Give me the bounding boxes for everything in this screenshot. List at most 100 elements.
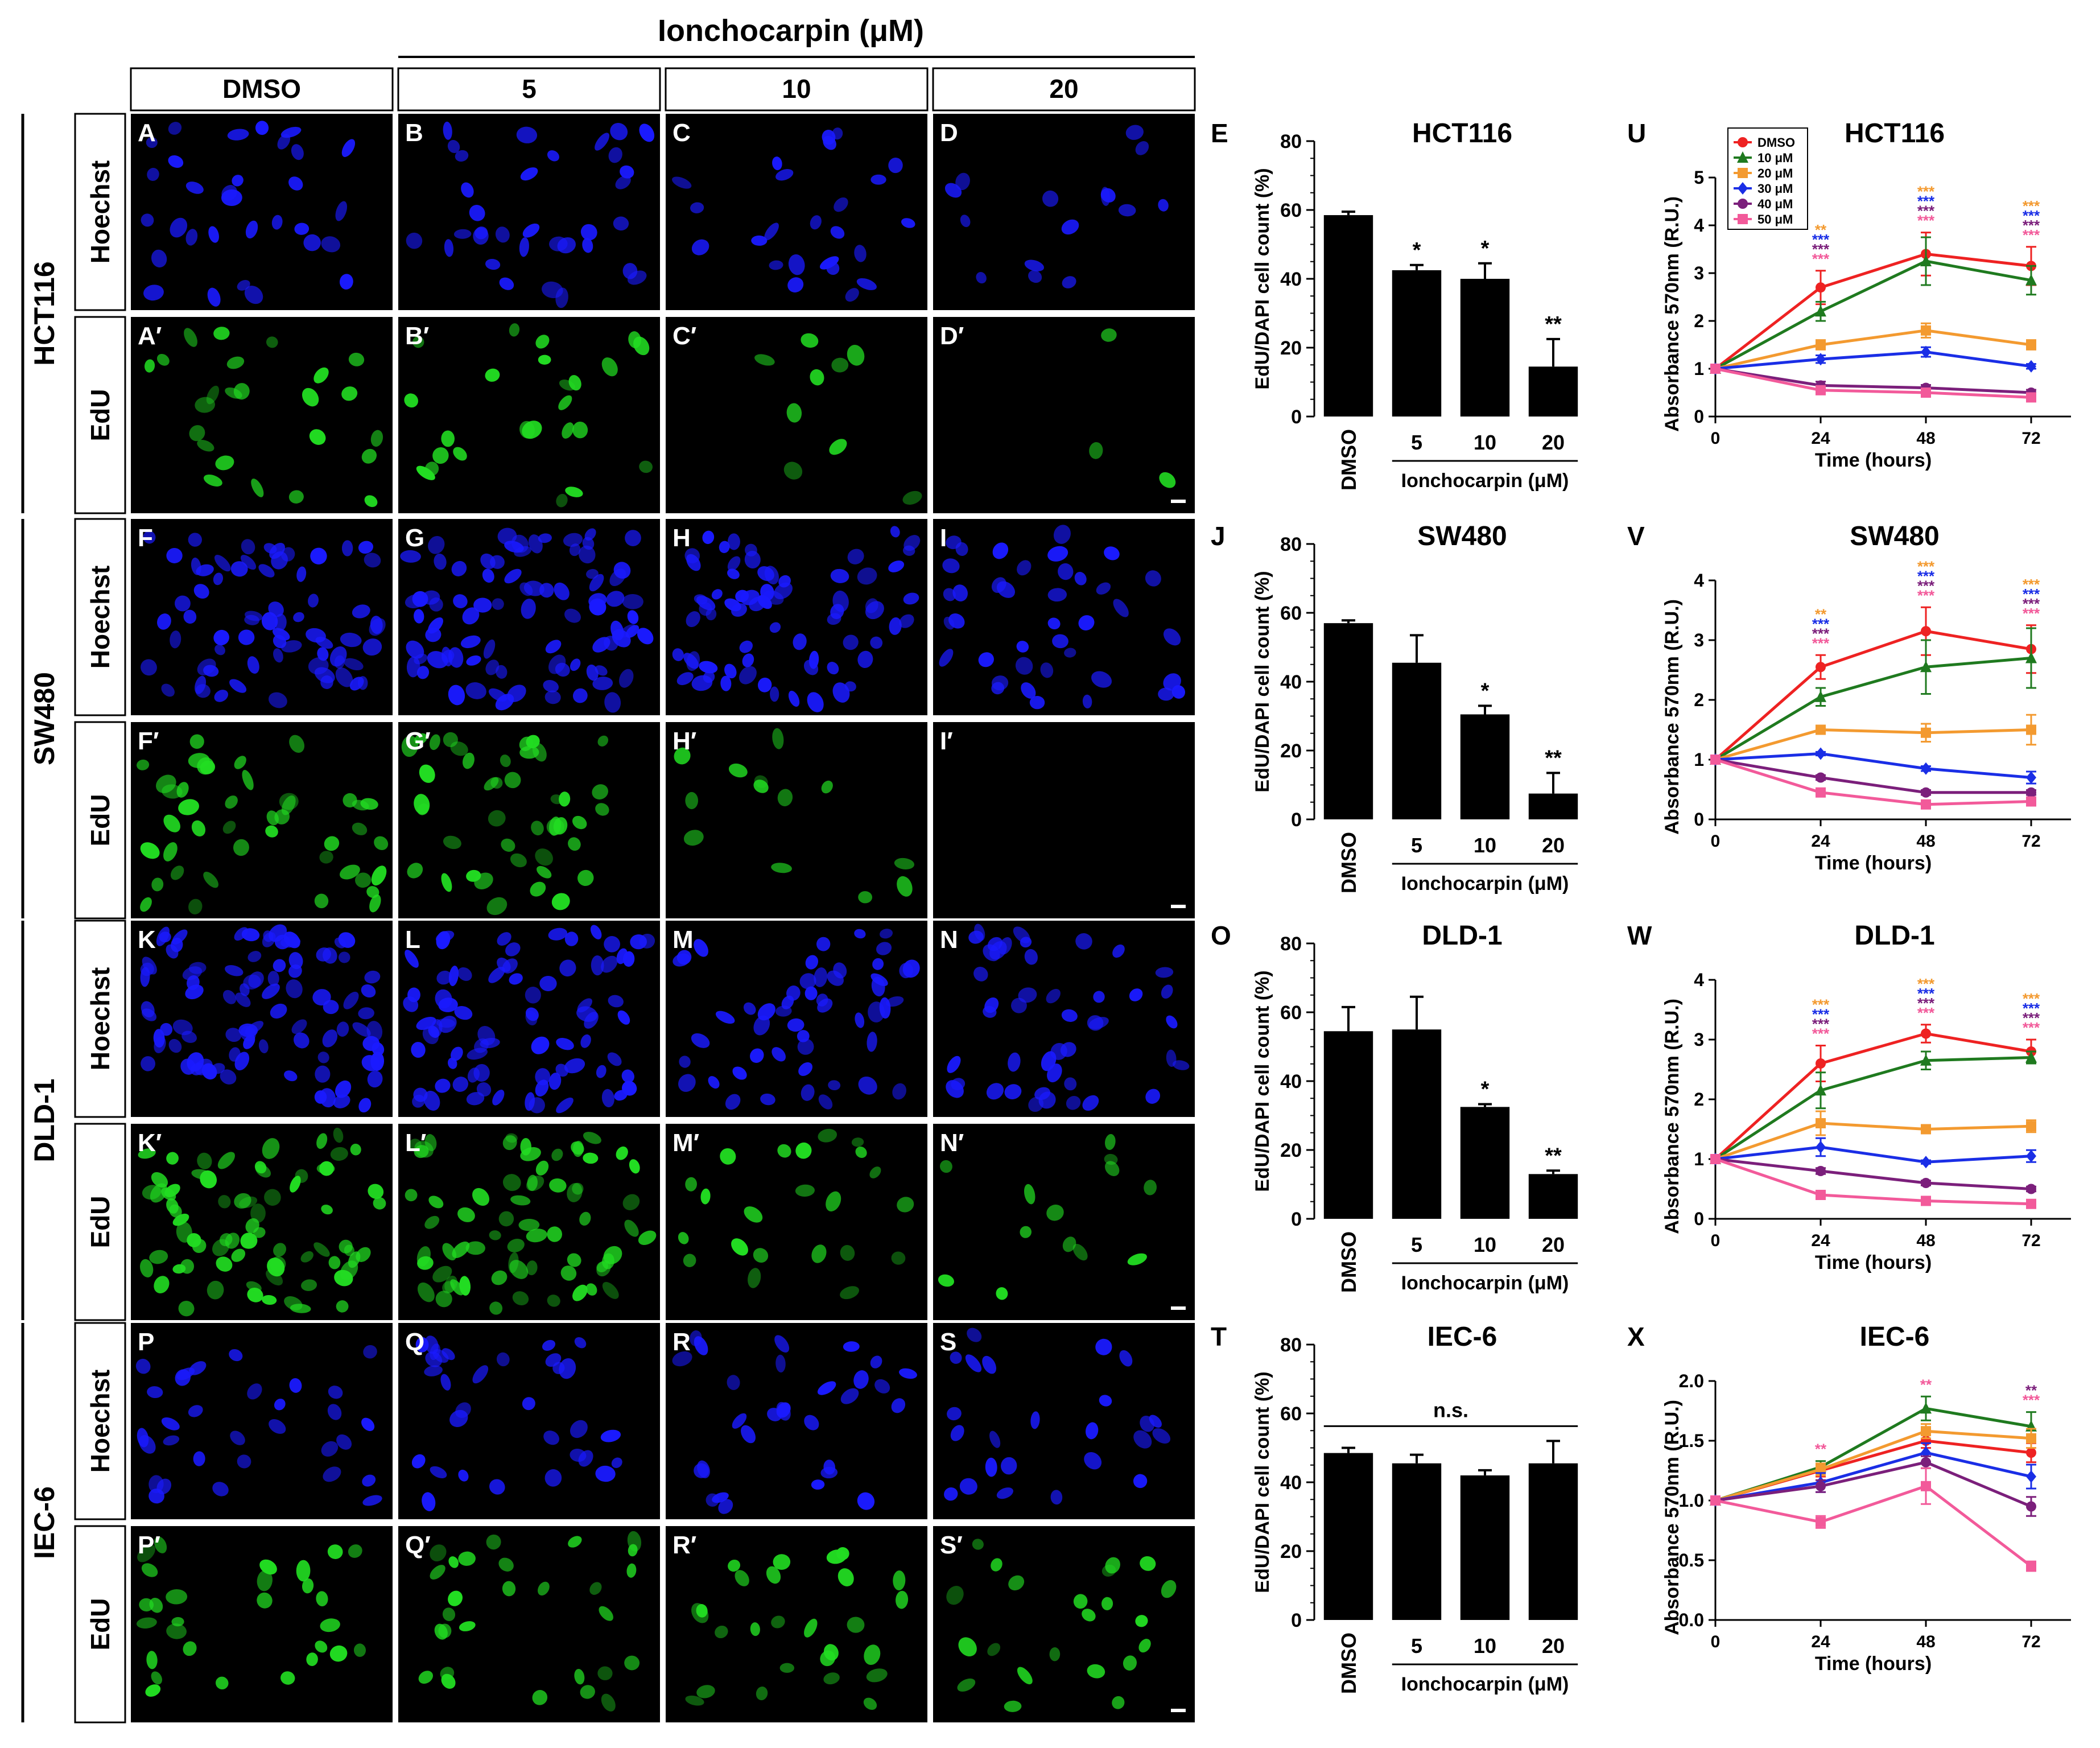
nucleus <box>239 1196 258 1209</box>
nucleus <box>856 278 877 290</box>
nucleus <box>1082 1095 1099 1111</box>
series-line <box>1715 1145 2032 1164</box>
significance-mark: *** <box>2023 1019 2040 1036</box>
nucleus <box>535 1079 549 1097</box>
nucleus <box>827 662 839 675</box>
nucleus <box>450 1279 464 1296</box>
panel-letter: X <box>1627 1322 1645 1351</box>
nucleus <box>523 580 544 596</box>
nucleus <box>556 1037 574 1050</box>
nucleus <box>676 950 692 965</box>
nucleus <box>293 612 304 622</box>
nucleus <box>498 1557 514 1572</box>
nucleus <box>1072 1244 1088 1261</box>
panel-letter: A <box>138 119 156 147</box>
nucleus <box>589 574 604 592</box>
nucleus <box>858 891 873 904</box>
y-tick-label: 2 <box>1694 690 1704 710</box>
nucleus <box>601 357 618 377</box>
nucleus <box>405 594 425 609</box>
y-tick-label: 0 <box>1694 809 1704 830</box>
nucleus <box>483 639 496 659</box>
nucleus <box>766 1566 781 1584</box>
nucleus <box>837 1568 854 1586</box>
micrograph-panel: G′ <box>398 722 660 918</box>
x-category-label: DMSO <box>1337 1231 1360 1293</box>
nucleus <box>840 1286 859 1300</box>
nucleus <box>1042 190 1059 207</box>
scale-bar <box>1171 905 1186 908</box>
significance-mark: ** <box>1545 1144 1562 1168</box>
data-point <box>1710 755 1721 765</box>
micrograph-background <box>398 114 660 310</box>
nucleus <box>448 1057 457 1069</box>
nucleus <box>1133 1474 1148 1489</box>
nucleus <box>832 682 850 703</box>
nucleus <box>1113 599 1129 617</box>
nucleus <box>572 688 588 703</box>
x-tick-label: 0 <box>1711 429 1721 448</box>
nucleus <box>840 1245 855 1261</box>
nucleus <box>627 610 639 624</box>
nucleus <box>434 1623 448 1640</box>
nucleus <box>684 548 700 563</box>
nucleus <box>571 1141 584 1155</box>
nucleus <box>340 1260 358 1280</box>
x-axis-label: Ionchocarpin (μM) <box>1401 1272 1569 1294</box>
cell-line-label: DLD-1 <box>28 1078 60 1162</box>
data-point <box>1737 151 1748 163</box>
nucleus <box>141 213 154 227</box>
nucleus <box>757 595 772 609</box>
nucleus <box>583 1132 601 1144</box>
nucleus <box>691 1033 710 1048</box>
nucleus <box>229 1349 243 1362</box>
nucleus <box>168 122 182 135</box>
nucleus <box>195 397 216 413</box>
y-tick-label: 2 <box>1694 1089 1704 1110</box>
nucleus <box>233 839 249 856</box>
nuclei-layer <box>136 1536 366 1697</box>
nucleus <box>1140 1556 1156 1571</box>
nucleus <box>138 1148 156 1159</box>
nucleus <box>586 568 599 579</box>
nucleus <box>568 837 581 851</box>
nucleus <box>843 1341 860 1352</box>
nucleus <box>896 1590 909 1609</box>
nucleus <box>532 743 547 762</box>
micrograph-panel: B <box>398 114 660 310</box>
nucleus <box>335 1080 352 1098</box>
nucleus <box>189 1361 207 1375</box>
nucleus <box>225 795 238 809</box>
nucleus <box>222 990 237 1004</box>
nucleus <box>294 222 310 235</box>
data-point <box>1920 1402 1932 1414</box>
nucleus <box>996 1487 1013 1499</box>
nucleus <box>777 789 793 806</box>
nucleus <box>187 1233 201 1247</box>
y-axis-label: EdU/DAPI cell count (%) <box>1252 168 1273 389</box>
nucleus <box>352 822 368 835</box>
nucleus <box>798 1062 813 1076</box>
nucleus <box>992 542 1009 559</box>
nucleus <box>855 1146 867 1159</box>
nucleus <box>547 1294 560 1307</box>
data-point <box>1921 1195 1931 1206</box>
nucleus <box>302 1578 314 1594</box>
nucleus <box>872 958 884 970</box>
significance-mark: *** <box>1917 212 1935 229</box>
x-axis-label: Time (hours) <box>1815 852 1932 874</box>
nucleus <box>1062 276 1076 288</box>
data-series <box>1710 364 2036 403</box>
nucleus <box>586 664 599 681</box>
nucleus <box>520 1137 531 1156</box>
nucleus <box>430 1343 440 1361</box>
nucleus <box>521 599 536 619</box>
nucleus <box>328 1256 341 1269</box>
significance-mark: ** <box>1815 1441 1827 1458</box>
nucleus <box>639 123 655 142</box>
nucleus <box>1166 1049 1177 1067</box>
nucleus <box>453 229 472 239</box>
chart-title: DLD-1 <box>1422 921 1502 951</box>
nucleus <box>876 942 892 955</box>
column-header-label: 20 <box>1049 74 1078 104</box>
